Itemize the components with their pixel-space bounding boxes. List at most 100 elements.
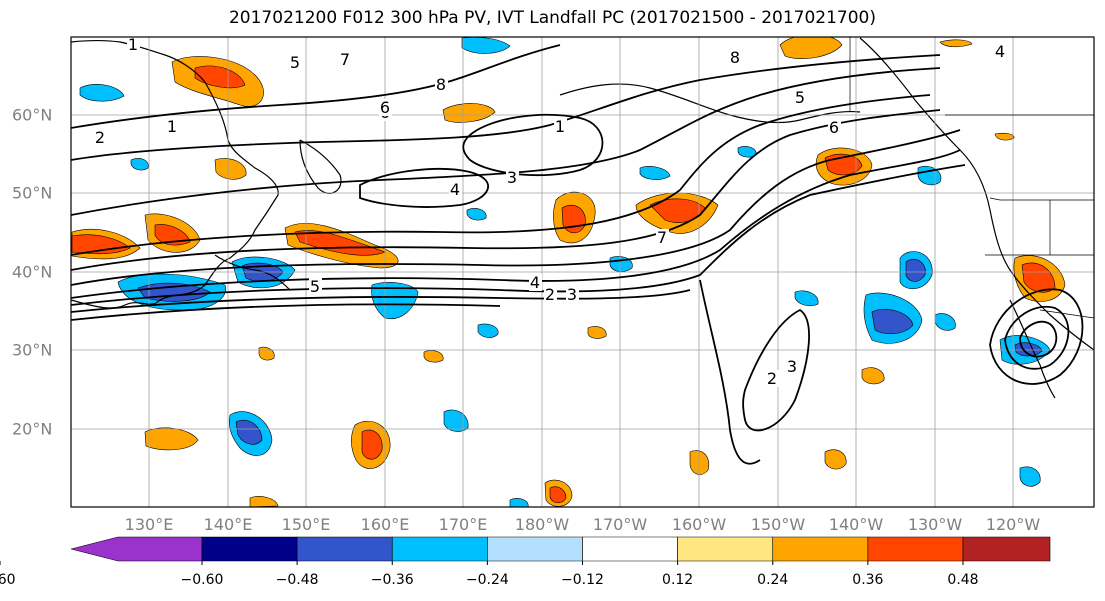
- colorbar-segment: [201, 536, 298, 562]
- map-frame: [70, 36, 1095, 508]
- asia-coastline: [71, 39, 279, 309]
- contour-label-background: [828, 119, 841, 136]
- latitude-label: 60°N: [12, 105, 53, 125]
- positive-anomaly-area: [423, 350, 444, 363]
- contour-label-background: [166, 118, 179, 135]
- positive-anomaly-area: [994, 132, 1015, 141]
- contour-label: 1: [167, 117, 177, 136]
- contour-label: 2: [767, 369, 777, 388]
- contour-label-background: [309, 278, 322, 295]
- colorbar-tick-label: 0.36: [852, 572, 884, 588]
- negative-anomaly-area: [443, 409, 469, 432]
- longitude-label: 120°W: [985, 515, 1041, 534]
- negative-anomaly-area: [79, 84, 125, 102]
- contour-label-background: [994, 43, 1007, 60]
- colorbar-tick-label: −0.12: [561, 572, 604, 588]
- negative-anomaly-area: [477, 323, 499, 338]
- contour-label: 1: [555, 117, 565, 136]
- contour-label-background: [435, 76, 448, 93]
- contour-label: 7: [340, 50, 350, 69]
- negative-anomaly-core: [905, 258, 926, 282]
- contour-label-background: [656, 229, 669, 246]
- longitude-label: 150°W: [750, 515, 806, 534]
- contour-label: 5: [290, 53, 300, 72]
- positive-anomaly-area: [144, 427, 199, 451]
- negative-anomaly-area: [934, 313, 956, 331]
- figure-title: 2017021200 F012 300 hPa PV, IVT Landfall…: [228, 8, 876, 28]
- coastlines: [71, 37, 1094, 399]
- contour-label-background: [94, 129, 107, 146]
- contour-label-background: [289, 54, 302, 71]
- contour-label-background: [554, 118, 567, 135]
- negative-anomaly-area: [1019, 466, 1041, 487]
- longitude-label: 160°E: [360, 515, 410, 534]
- alaska-coastline: [559, 83, 861, 124]
- contour-label: 4: [530, 273, 540, 292]
- colorbar-segment: [296, 536, 393, 562]
- negative-anomaly-area: [509, 498, 529, 507]
- positive-anomaly-core: [194, 65, 246, 89]
- contour-labels: 1234567812345612345678: [94, 35, 1007, 388]
- contour-label-background: [529, 274, 542, 291]
- positive-anomaly-area: [861, 367, 885, 385]
- colorbar-tick-label: −0.60: [180, 572, 224, 588]
- contour-label-background: [339, 51, 352, 68]
- positive-anomaly-area: [824, 449, 847, 470]
- colorbar-segment: [772, 536, 869, 562]
- colorbar-tick-label: −0.24: [465, 572, 509, 588]
- contour-label-background: [544, 286, 557, 303]
- negative-anomaly-area: [466, 208, 487, 221]
- contour-label: 6: [829, 118, 839, 137]
- contour-label: 5: [795, 88, 805, 107]
- colorbar-segment: [962, 536, 1051, 562]
- kamchatka-coastline: [299, 139, 342, 194]
- latitude-label: 40°N: [12, 262, 53, 282]
- contour-label-background: [794, 89, 807, 106]
- longitude-label: 160°W: [671, 515, 727, 534]
- contour-label: 2: [95, 128, 105, 147]
- positive-anomaly-area: [939, 39, 973, 48]
- latitude-label: 50°N: [12, 183, 53, 203]
- contour-label: 7: [657, 228, 667, 247]
- contour-label: 5: [310, 277, 320, 296]
- north-america-coastline: [859, 37, 1094, 351]
- longitude-label: 170°E: [438, 515, 488, 534]
- colorbar-segment: [391, 536, 488, 562]
- negative-anomaly-area: [371, 282, 419, 320]
- positive-anomaly-area: [779, 37, 843, 60]
- longitude-label: 170°W: [592, 515, 648, 534]
- contour-label-background: [729, 49, 742, 66]
- contour-label: 6: [380, 98, 390, 117]
- colorbar-tick-label: −0.36: [370, 572, 414, 588]
- colorbar-segment: [582, 536, 678, 562]
- contour-label: 1: [128, 35, 138, 54]
- us-canada-border: [989, 197, 1094, 201]
- longitude-label: 140°W: [828, 515, 884, 534]
- positive-anomaly-area: [442, 103, 496, 123]
- longitude-label: 140°E: [203, 515, 253, 534]
- us-mexico-border: [1039, 309, 1094, 319]
- latitude-label: 30°N: [12, 340, 53, 360]
- contour-label-background: [379, 99, 392, 116]
- latitude-label: 20°N: [12, 419, 53, 439]
- contour-label: 4: [995, 42, 1005, 61]
- contour-label: 3: [567, 285, 577, 304]
- colorbar-segment: [867, 536, 964, 562]
- colorbar-tick-label: 0.24: [757, 572, 789, 588]
- positive-anomaly-area: [587, 326, 607, 339]
- colorbar-tick-label: 0.48: [947, 572, 979, 588]
- colorbar-segment: [487, 536, 583, 562]
- colorbar-segment: [70, 536, 203, 562]
- positive-anomaly-area: [249, 496, 279, 507]
- negative-anomaly-area: [639, 166, 671, 180]
- contour-label: 8: [730, 48, 740, 67]
- longitude-label: 150°E: [281, 515, 331, 534]
- contour-label: 4: [450, 180, 460, 199]
- longitude-label: 130°E: [124, 515, 174, 534]
- colorbar-tick-label: 0.60: [0, 572, 16, 588]
- negative-anomaly-core: [871, 308, 914, 334]
- positive-anomaly-core: [549, 486, 567, 504]
- colorbar-segment: [677, 536, 774, 562]
